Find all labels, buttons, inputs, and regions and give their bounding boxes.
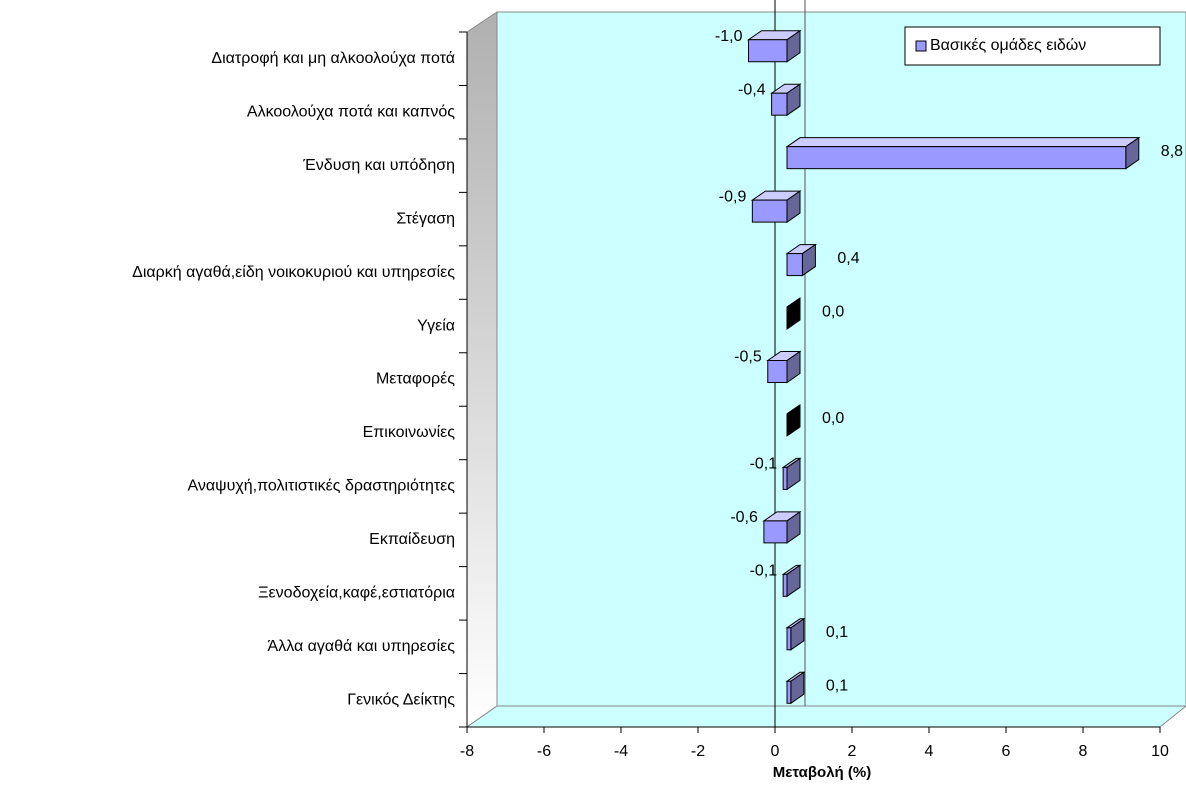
y-tick-label: Εκπαίδευση [369,531,455,548]
bar [767,360,788,383]
value-label: 0,0 [822,303,844,320]
x-tick-label: 6 [1002,743,1011,760]
value-label: -0,4 [738,81,766,98]
value-label: -0,6 [730,509,758,526]
y-tick-label: Υγεία [417,317,455,334]
value-label: -0,1 [750,563,778,580]
floor [465,705,1186,728]
bar-side [786,297,801,330]
bar-top [785,137,1141,148]
y-tick-label: Μεταφορές [376,371,455,388]
back-wall [496,11,1186,707]
bar [763,520,788,544]
value-label: 8,8 [1161,143,1183,160]
bar [782,573,788,597]
value-label: 0,1 [826,624,848,641]
x-axis-title: Μεταβολή (%) [773,764,871,781]
value-label: 0,0 [822,410,844,427]
y-tick-label: Ένδυση και υπόδηση [302,157,455,174]
value-label: 0,1 [826,677,848,694]
value-label: -1,0 [715,28,743,45]
y-tick-label: Στέγαση [396,210,455,227]
value-label: -0,9 [719,188,747,205]
value-label: 0,4 [837,250,859,267]
x-tick-label: 4 [925,743,934,760]
bar [748,39,788,63]
bar-side [786,404,801,437]
y-tick-label: Ξενοδοχεία,καφέ,εστιατόρια [258,585,455,602]
x-tick-label: -2 [691,743,705,760]
y-tick-label: Αναψυχή,πολιτιστικές δραστηριότητες [188,478,456,495]
bar [786,146,1127,170]
x-tick-label: -4 [614,743,628,760]
x-tick-label: -8 [460,743,474,760]
bar [786,680,792,704]
y-tick-label: Άλλα αγαθά και υπηρεσίες [268,638,456,655]
legend-marker [915,40,927,52]
x-tick-label: 0 [771,743,780,760]
y-tick-label: Διατροφή και μη αλκοολούχα ποτά [211,50,455,67]
side-wall [466,11,498,728]
value-label: -0,1 [750,456,778,473]
x-tick-label: 10 [1151,743,1169,760]
x-tick-label: 2 [848,743,857,760]
bar [751,199,788,223]
bar [786,253,803,277]
y-tick-label: Διαρκή αγαθά,είδη νοικοκυριού και υπηρεσ… [132,264,455,281]
y-tick-label: Γενικός Δείκτης [347,691,455,708]
bar [771,92,788,116]
y-tick-label: Αλκοολούχα ποτά και καπνός [247,103,455,120]
legend-label: Βασικές ομάδες ειδών [930,37,1086,54]
bar [786,627,792,651]
value-label: -0,5 [734,349,762,366]
bar [782,466,788,490]
x-tick-label: 8 [1079,743,1088,760]
y-tick-label: Επικοινωνίες [363,424,456,441]
x-tick-label: -6 [537,743,551,760]
legend-box [904,26,1161,66]
